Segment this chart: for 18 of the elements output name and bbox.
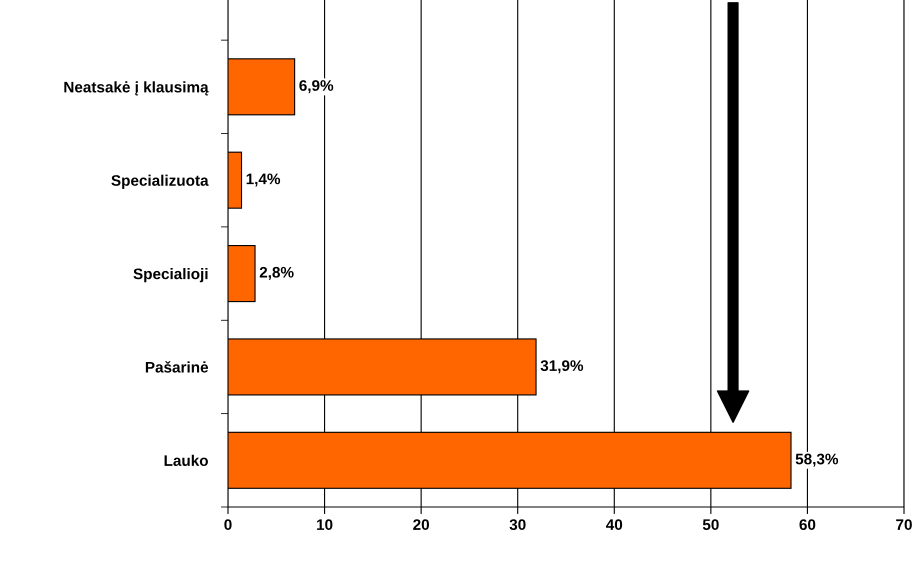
data-label: 1,4% — [246, 174, 280, 187]
x-tick-label: 40 — [606, 519, 622, 530]
y-tick-label: Specializuota — [111, 174, 209, 189]
y-tick-label: Neatsakė į klausimą — [64, 81, 209, 96]
data-label: 58,3% — [796, 454, 838, 467]
x-tick-label: 60 — [799, 519, 816, 530]
data-label: 31,9% — [540, 360, 584, 374]
x-tick-label: 70 — [896, 519, 912, 530]
y-tick-label: Pašarinė — [146, 361, 208, 373]
x-tick-label: 0 — [224, 519, 232, 530]
x-tick-label: 20 — [413, 519, 430, 530]
y-tick-label: Lauko — [164, 454, 208, 466]
x-tick-label: 50 — [702, 519, 719, 530]
data-label: 2,8% — [260, 266, 294, 280]
data-label: 6,9% — [299, 80, 334, 94]
x-tick-label: 30 — [510, 519, 526, 530]
y-tick-label: Specialioji — [133, 268, 208, 282]
x-tick-label: 10 — [317, 519, 332, 530]
